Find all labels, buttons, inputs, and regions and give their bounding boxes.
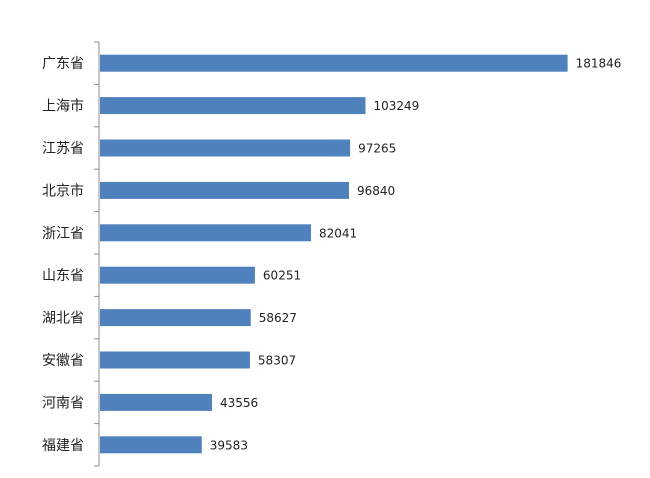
- bar: [100, 309, 251, 327]
- bars: [100, 54, 568, 454]
- data-label: 58307: [258, 354, 296, 368]
- category-label: 山东省: [42, 268, 84, 284]
- category-label: 安徽省: [42, 353, 84, 369]
- data-label: 96840: [357, 184, 395, 198]
- bar: [100, 97, 366, 115]
- data-label: 97265: [358, 142, 396, 156]
- category-label: 上海市: [42, 98, 84, 115]
- category-label: 北京市: [42, 182, 84, 199]
- data-label: 58627: [259, 311, 297, 325]
- bar: [100, 181, 350, 199]
- labels: 广东省 181846 上海市 103249 江苏省 97265 北京市 96840 浙江省 820…: [42, 56, 621, 454]
- data-label: 60251: [263, 269, 301, 283]
- bar: [100, 266, 255, 284]
- category-label: 江苏省: [42, 141, 84, 157]
- bar: [100, 436, 202, 454]
- data-label: 39583: [210, 438, 248, 452]
- bar: [100, 54, 568, 72]
- bar: [100, 351, 250, 369]
- category-label: 福建省: [42, 438, 84, 454]
- data-label: 43556: [220, 396, 258, 410]
- axis: [94, 41, 100, 467]
- category-label: 河南省: [42, 395, 84, 411]
- category-label: 浙江省: [42, 226, 84, 242]
- bar: [100, 224, 311, 242]
- category-label: 湖北省: [42, 311, 84, 327]
- bar: [100, 393, 213, 411]
- data-label: 181846: [576, 57, 622, 71]
- data-label: 103249: [373, 99, 419, 113]
- data-label: 82041: [319, 226, 357, 240]
- category-label: 广东省: [42, 56, 84, 72]
- bar: [100, 139, 351, 157]
